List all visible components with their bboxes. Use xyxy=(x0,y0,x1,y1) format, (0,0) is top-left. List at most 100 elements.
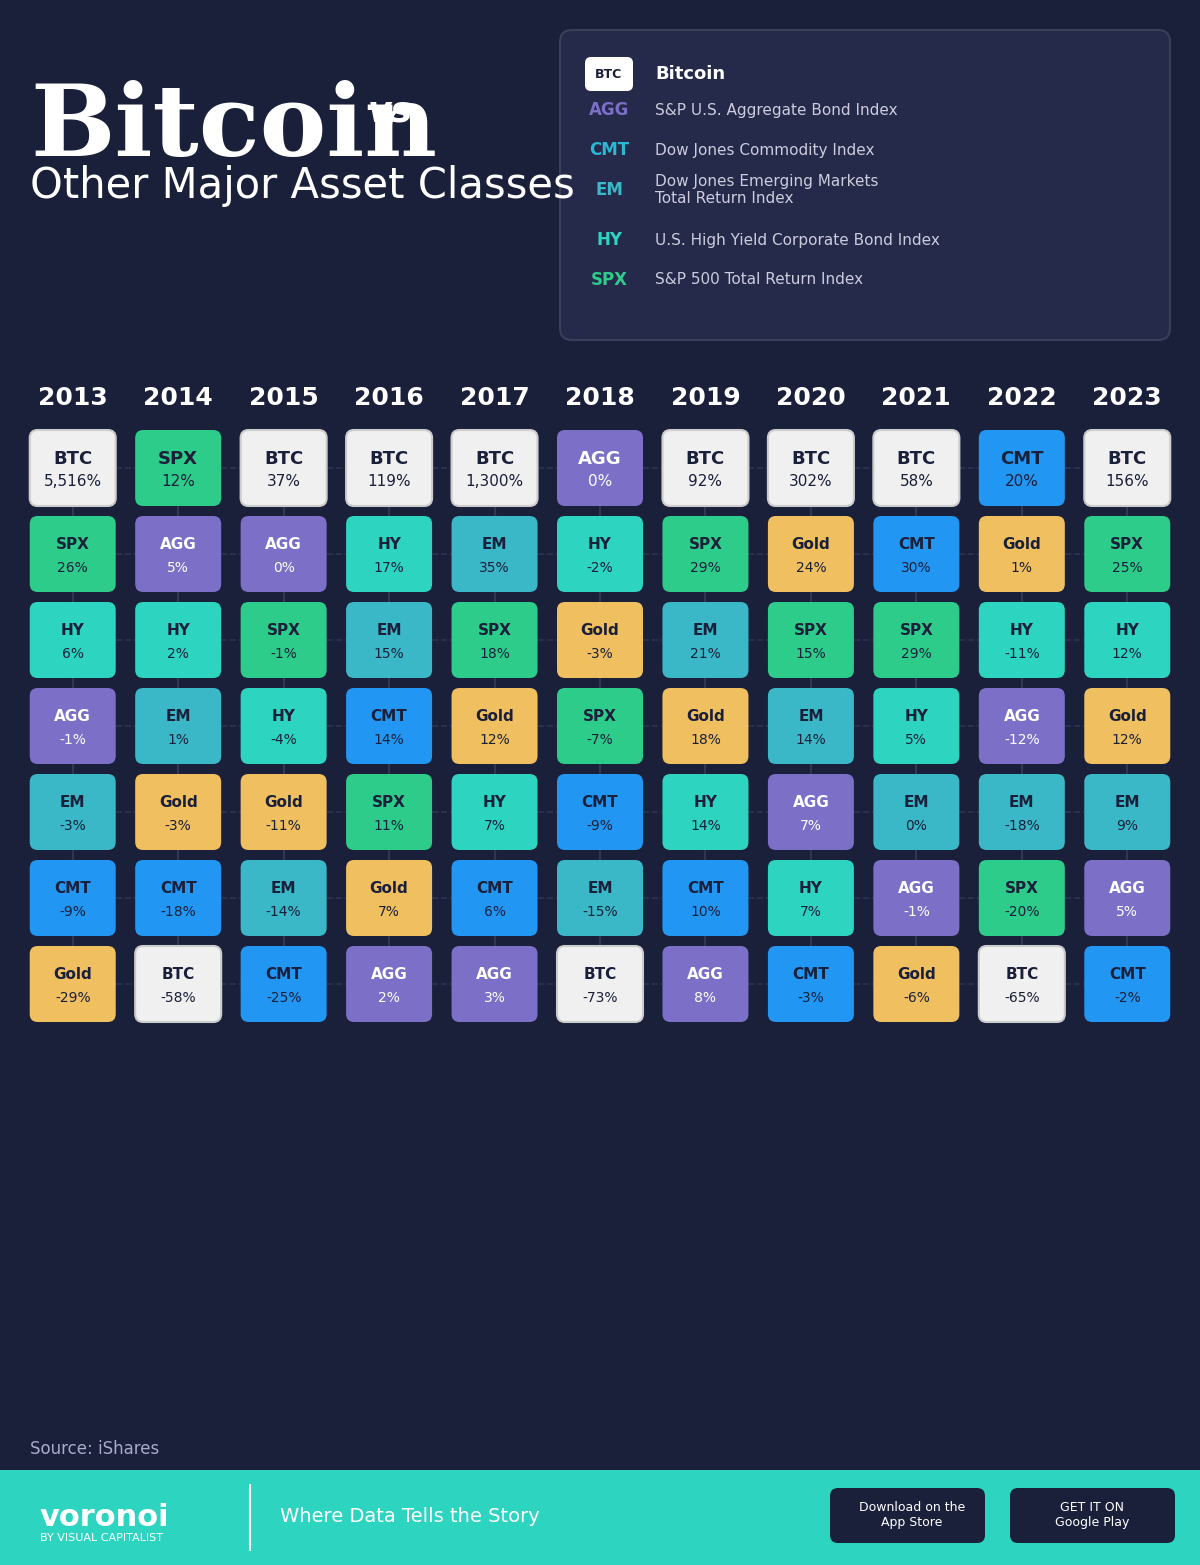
Text: CMT: CMT xyxy=(582,795,618,811)
Text: -9%: -9% xyxy=(59,905,86,919)
Text: 7%: 7% xyxy=(800,818,822,833)
Text: BTC: BTC xyxy=(791,449,830,468)
Text: 2021: 2021 xyxy=(882,387,952,410)
Text: BTC: BTC xyxy=(264,449,304,468)
Text: 12%: 12% xyxy=(479,732,510,747)
Text: BTC: BTC xyxy=(1006,967,1038,983)
FancyBboxPatch shape xyxy=(30,430,115,505)
Text: 14%: 14% xyxy=(796,732,827,747)
Text: 2018: 2018 xyxy=(565,387,635,410)
FancyBboxPatch shape xyxy=(451,430,538,505)
FancyBboxPatch shape xyxy=(768,689,854,764)
FancyBboxPatch shape xyxy=(0,1470,1200,1565)
FancyBboxPatch shape xyxy=(30,689,115,764)
FancyBboxPatch shape xyxy=(662,516,749,592)
Text: HY: HY xyxy=(596,232,622,249)
Text: Gold: Gold xyxy=(581,623,619,639)
FancyBboxPatch shape xyxy=(30,603,115,678)
Text: EM: EM xyxy=(481,537,508,552)
Text: 24%: 24% xyxy=(796,560,827,574)
Text: Bitcoin: Bitcoin xyxy=(30,80,437,177)
Text: 20%: 20% xyxy=(1004,474,1039,490)
Text: 25%: 25% xyxy=(1112,560,1142,574)
FancyBboxPatch shape xyxy=(241,689,326,764)
Text: HY: HY xyxy=(271,709,295,725)
FancyBboxPatch shape xyxy=(768,775,854,850)
Text: 2013: 2013 xyxy=(38,387,108,410)
Text: -1%: -1% xyxy=(270,646,298,660)
FancyBboxPatch shape xyxy=(768,945,854,1022)
Text: CMT: CMT xyxy=(265,967,302,983)
FancyBboxPatch shape xyxy=(346,861,432,936)
Text: BTC: BTC xyxy=(370,449,409,468)
Text: AGG: AGG xyxy=(371,967,408,983)
Text: 6%: 6% xyxy=(61,646,84,660)
Text: -1%: -1% xyxy=(902,905,930,919)
Text: SPX: SPX xyxy=(1004,881,1039,897)
FancyBboxPatch shape xyxy=(557,430,643,505)
FancyBboxPatch shape xyxy=(557,861,643,936)
Text: 2014: 2014 xyxy=(143,387,214,410)
Text: 5%: 5% xyxy=(167,560,190,574)
Text: -2%: -2% xyxy=(587,560,613,574)
Text: Download on the
App Store: Download on the App Store xyxy=(859,1501,965,1529)
Text: Gold: Gold xyxy=(896,967,936,983)
Text: CMT: CMT xyxy=(898,537,935,552)
Text: -3%: -3% xyxy=(798,991,824,1005)
Text: 1,300%: 1,300% xyxy=(466,474,523,490)
Text: U.S. High Yield Corporate Bond Index: U.S. High Yield Corporate Bond Index xyxy=(655,233,940,247)
FancyBboxPatch shape xyxy=(241,945,326,1022)
Text: 8%: 8% xyxy=(695,991,716,1005)
Text: EM: EM xyxy=(587,881,613,897)
Text: HY: HY xyxy=(905,709,929,725)
Text: 2016: 2016 xyxy=(354,387,424,410)
Text: EM: EM xyxy=(798,709,823,725)
Text: Gold: Gold xyxy=(1002,537,1042,552)
Text: -3%: -3% xyxy=(164,818,192,833)
FancyBboxPatch shape xyxy=(346,516,432,592)
FancyBboxPatch shape xyxy=(30,945,115,1022)
Text: 7%: 7% xyxy=(484,818,505,833)
Text: 18%: 18% xyxy=(479,646,510,660)
Text: 2022: 2022 xyxy=(988,387,1057,410)
Text: 2023: 2023 xyxy=(1092,387,1162,410)
Text: 29%: 29% xyxy=(901,646,931,660)
Text: 2020: 2020 xyxy=(776,387,846,410)
Text: 37%: 37% xyxy=(266,474,301,490)
Text: EM: EM xyxy=(904,795,929,811)
Text: 58%: 58% xyxy=(900,474,934,490)
Text: EM: EM xyxy=(1009,795,1034,811)
Text: EM: EM xyxy=(1115,795,1140,811)
Text: AGG: AGG xyxy=(578,449,622,468)
Text: HY: HY xyxy=(377,537,401,552)
Text: AGG: AGG xyxy=(476,967,512,983)
Text: -25%: -25% xyxy=(266,991,301,1005)
Text: 30%: 30% xyxy=(901,560,931,574)
Text: 0%: 0% xyxy=(906,818,928,833)
Text: AGG: AGG xyxy=(792,795,829,811)
Text: HY: HY xyxy=(482,795,506,811)
FancyBboxPatch shape xyxy=(1085,430,1170,505)
Text: voronoi: voronoi xyxy=(40,1502,169,1532)
Text: -73%: -73% xyxy=(582,991,618,1005)
Text: CMT: CMT xyxy=(589,141,629,160)
Text: SPX: SPX xyxy=(266,623,300,639)
FancyBboxPatch shape xyxy=(136,861,221,936)
FancyBboxPatch shape xyxy=(662,603,749,678)
Text: 2%: 2% xyxy=(378,991,400,1005)
Text: -18%: -18% xyxy=(161,905,196,919)
Text: 92%: 92% xyxy=(689,474,722,490)
Text: 17%: 17% xyxy=(373,560,404,574)
Text: 29%: 29% xyxy=(690,560,721,574)
Text: CMT: CMT xyxy=(371,709,408,725)
Text: EM: EM xyxy=(595,182,623,199)
Text: EM: EM xyxy=(60,795,85,811)
FancyBboxPatch shape xyxy=(346,775,432,850)
Text: EM: EM xyxy=(692,623,719,639)
Text: -65%: -65% xyxy=(1004,991,1039,1005)
Text: 5%: 5% xyxy=(1116,905,1139,919)
FancyBboxPatch shape xyxy=(768,516,854,592)
Text: -9%: -9% xyxy=(587,818,613,833)
FancyBboxPatch shape xyxy=(557,945,643,1022)
Text: GET IT ON
Google Play: GET IT ON Google Play xyxy=(1055,1501,1129,1529)
